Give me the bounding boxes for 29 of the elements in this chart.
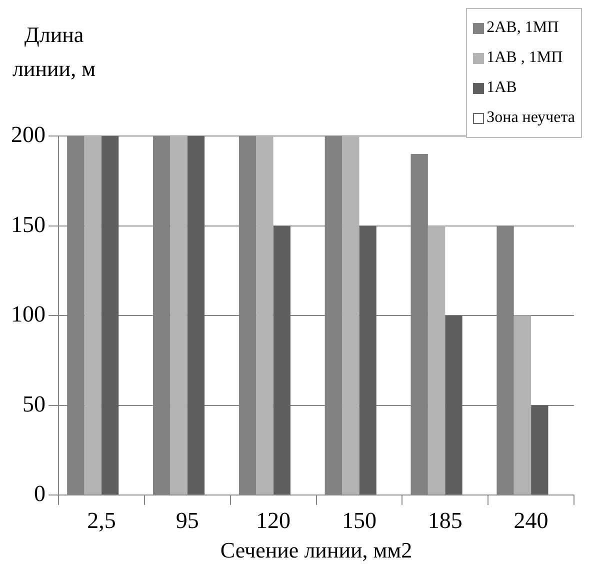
bar: [187, 136, 205, 494]
y-tick-label: 0: [34, 481, 46, 506]
bar: [514, 316, 532, 494]
bar: [428, 226, 446, 494]
y-axis-title: Длина линии, м: [12, 21, 96, 83]
bar: [359, 226, 376, 494]
legend-label: 2АВ, 1МП: [486, 18, 559, 38]
legend-label: 1АВ , 1МП: [486, 48, 563, 68]
bar: [531, 405, 548, 494]
bar: [273, 226, 290, 494]
legend-label: Зона неучета: [486, 108, 575, 128]
bar: [256, 136, 274, 494]
legend-label: 1АВ: [486, 78, 517, 98]
x-tick-label: 185: [428, 508, 462, 533]
x-tick-label: 120: [256, 508, 291, 533]
y-tick-label: 200: [11, 122, 46, 148]
y-tick-label: 50: [22, 391, 46, 416]
bar: [101, 136, 119, 494]
x-tick-label: 150: [342, 508, 376, 533]
x-tick-label: 2,5: [87, 508, 116, 533]
bar: [84, 136, 102, 494]
x-tick-label: 95: [176, 508, 199, 533]
bar: [445, 316, 462, 494]
bar: [170, 136, 188, 494]
bar: [342, 136, 360, 494]
y-tick-label: 100: [11, 302, 46, 327]
x-tick-label: 240: [514, 508, 548, 533]
x-axis-title: Сечение линии, мм2: [220, 538, 412, 563]
y-tick-label: 150: [11, 212, 46, 237]
